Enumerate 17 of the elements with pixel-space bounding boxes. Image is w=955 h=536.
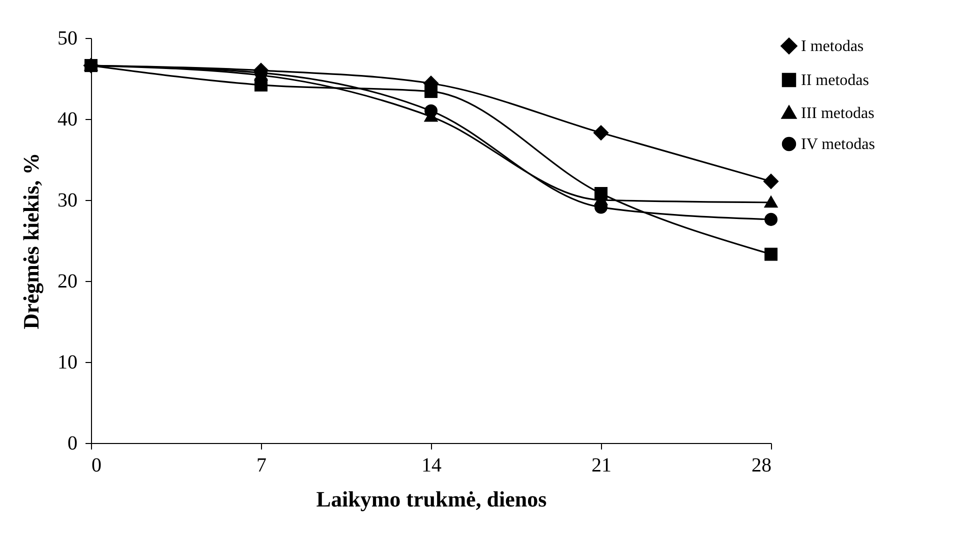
y-tick-label: 40 xyxy=(58,108,78,130)
legend-label: II metodas xyxy=(801,72,869,89)
legend-label: III metodas xyxy=(801,105,874,122)
x-tick-label: 21 xyxy=(592,454,612,476)
y-tick-label: 0 xyxy=(68,432,78,454)
y-tick-label: 50 xyxy=(58,28,78,50)
legend-label: IV metodas xyxy=(801,136,875,153)
x-axis-title: Laikymo trukmė, dienos xyxy=(316,486,548,512)
x-tick-label: 0 xyxy=(92,454,102,476)
y-tick-label: 10 xyxy=(58,352,78,374)
y-tick-label: 30 xyxy=(58,190,78,212)
x-tick-label: 7 xyxy=(256,454,266,476)
legend-label: I metodas xyxy=(801,38,864,55)
y-axis-title: Drėgmės kiekis, % xyxy=(18,152,44,330)
y-tick-label: 20 xyxy=(58,270,78,292)
x-tick-label: 14 xyxy=(422,454,442,476)
x-tick-label: 28 xyxy=(752,454,772,476)
